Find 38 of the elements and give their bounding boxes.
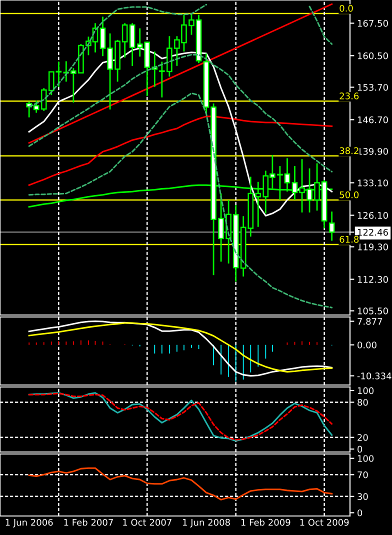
annotation: 50.0 xyxy=(340,191,359,198)
y-tick-label: 0 xyxy=(358,446,362,453)
y-tick-label: -10.334 xyxy=(357,372,392,380)
y-tick-label: 133.10 xyxy=(358,180,388,186)
y-tick-label: 100 xyxy=(358,387,374,394)
line-series xyxy=(28,54,333,172)
y-tick-label: 0 xyxy=(358,509,362,516)
line-series xyxy=(28,116,333,186)
x-tick-label: 1 Oct 2007 xyxy=(123,518,172,526)
x-tick-label: 1 Oct 2009 xyxy=(300,518,349,526)
annotation: 23.6 xyxy=(340,92,359,100)
y-tick-label: 100 xyxy=(358,455,374,462)
y-tick-label: 139.90 xyxy=(358,148,388,155)
x-tick-label: 1 Feb 2009 xyxy=(241,518,290,526)
line-series xyxy=(28,467,333,500)
annotation: 61.8 xyxy=(340,236,359,243)
y-tick-label: 126.10 xyxy=(358,212,388,219)
y-tick-label: 30 xyxy=(358,493,368,500)
x-tick-label: 1 Jun 2008 xyxy=(182,518,230,528)
y-tick-label: 20 xyxy=(358,434,368,441)
x-tick-label: 1 Feb 2007 xyxy=(64,518,113,526)
y-tick-label: 167.50 xyxy=(358,20,388,27)
y-tick-label: 0.00 xyxy=(358,342,376,348)
candlestick xyxy=(328,210,335,242)
line-series xyxy=(28,92,333,308)
annotation: 0.0 xyxy=(340,4,353,12)
y-tick-label: 70 xyxy=(358,471,368,478)
y-tick-label: 80 xyxy=(358,398,368,406)
y-tick-label: 146.70 xyxy=(358,116,388,124)
y-tick-label: 7.877 xyxy=(358,318,382,325)
x-tick-label: 1 Jun 2006 xyxy=(6,518,53,528)
y-tick-label: 112.30 xyxy=(358,276,388,283)
y-tick-label: 105.50 xyxy=(358,308,388,314)
y-tick-label: 160.50 xyxy=(358,52,388,60)
y-tick-label: 153.70 xyxy=(358,84,388,91)
y-tick-label: 122.46 xyxy=(358,228,388,236)
y-tick-label: 119.30 xyxy=(358,244,388,250)
annotation: 38.2 xyxy=(340,147,358,154)
